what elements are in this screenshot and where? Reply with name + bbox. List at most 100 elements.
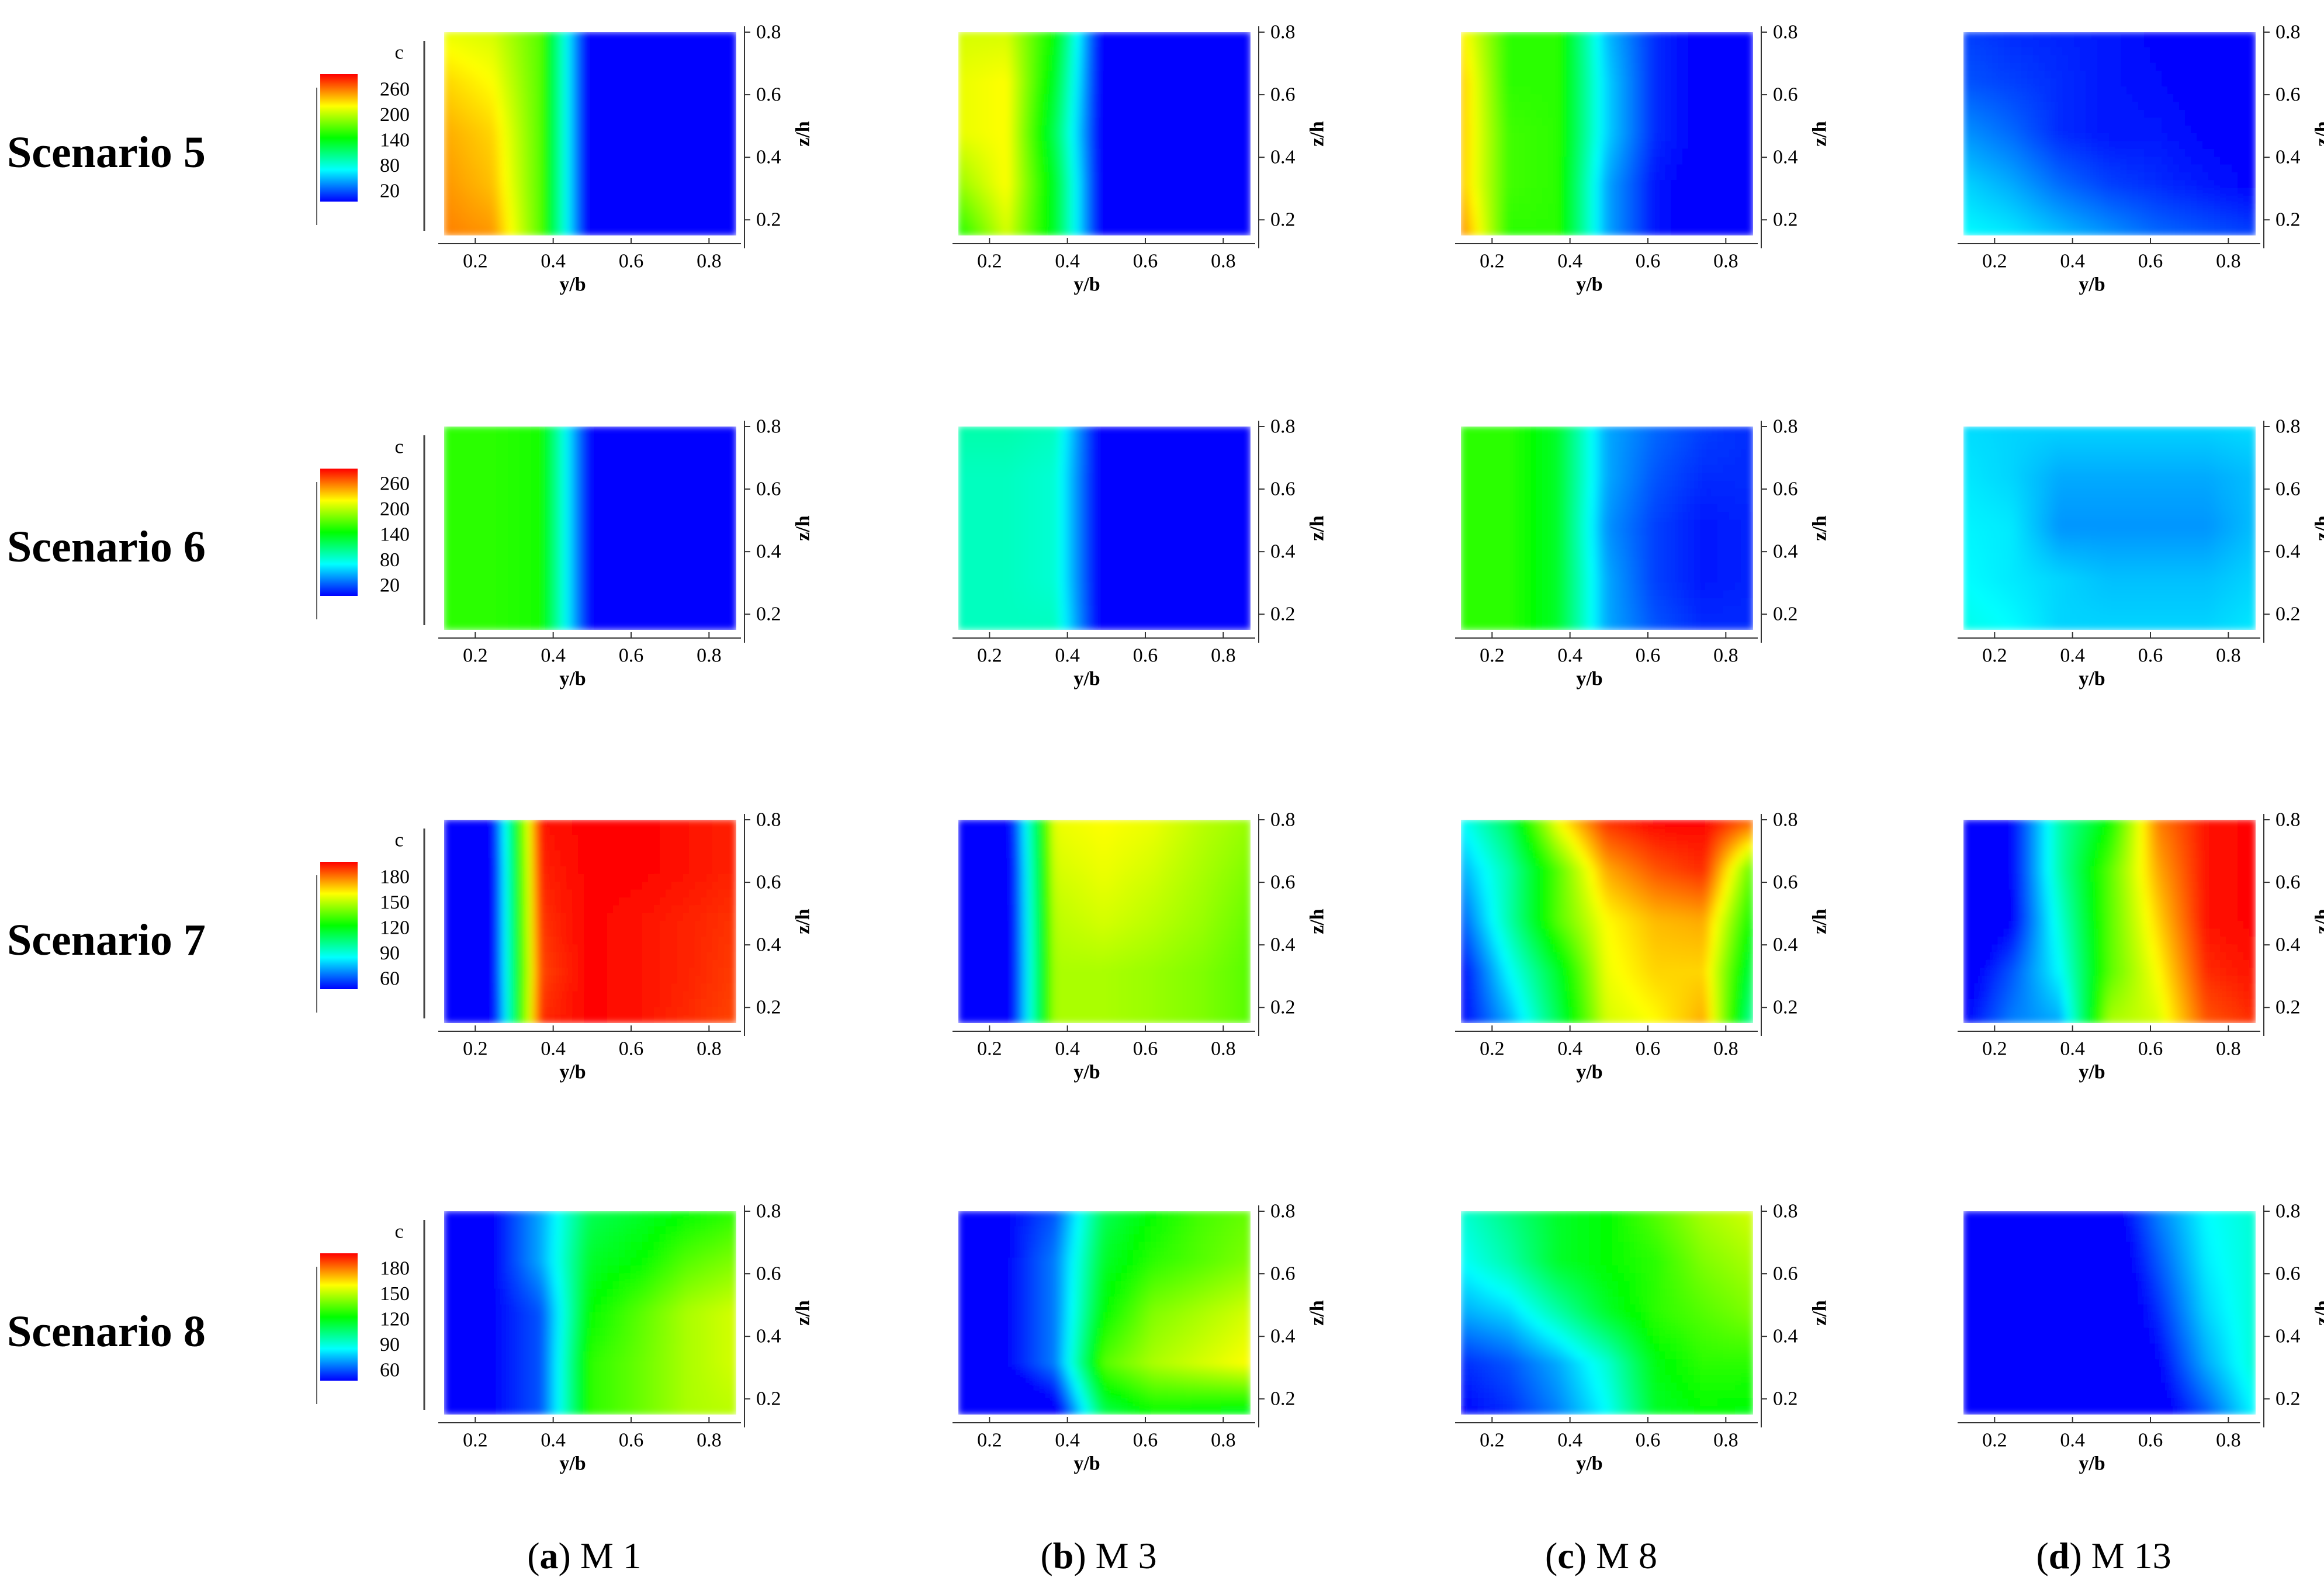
heatmap-cell bbox=[1490, 47, 1497, 57]
heatmap-cell bbox=[2010, 180, 2017, 189]
heatmap-cell bbox=[625, 39, 632, 48]
heatmap-cell bbox=[1986, 148, 1993, 158]
heatmap-cell bbox=[1040, 78, 1047, 88]
heatmap-cell bbox=[1180, 39, 1187, 48]
heatmap-cell bbox=[1530, 70, 1537, 80]
heatmap-cell bbox=[1466, 63, 1473, 72]
heatmap-cell bbox=[1618, 32, 1625, 41]
heatmap-cell bbox=[2126, 47, 2133, 57]
heatmap-cell bbox=[1197, 86, 1204, 96]
heatmap-cell bbox=[964, 63, 971, 72]
heatmap-cell bbox=[2062, 94, 2069, 103]
heatmap-cell bbox=[671, 157, 678, 166]
heatmap-cell bbox=[514, 164, 521, 174]
heatmap-cell bbox=[1162, 55, 1169, 64]
heatmap-cell bbox=[479, 172, 486, 182]
heatmap-cell bbox=[2214, 125, 2221, 134]
heatmap-cell bbox=[490, 102, 497, 111]
axes bbox=[438, 26, 750, 248]
heatmap-cell bbox=[2197, 55, 2204, 64]
heatmap-cell bbox=[1998, 102, 2005, 111]
heatmap-cell bbox=[1016, 148, 1023, 158]
heatmap-cell bbox=[1186, 47, 1193, 57]
heatmap-cell bbox=[1969, 109, 1976, 119]
heatmap-cell bbox=[2097, 109, 2104, 119]
heatmap-cell bbox=[572, 94, 579, 103]
heatmap-cell bbox=[718, 157, 725, 166]
heatmap-cell bbox=[1641, 203, 1648, 213]
heatmap-cell bbox=[625, 211, 632, 221]
heatmap-cell bbox=[2086, 86, 2093, 96]
heatmap-cell bbox=[730, 125, 736, 134]
heatmap-cell bbox=[730, 157, 736, 166]
heatmap-cell bbox=[1980, 117, 1987, 127]
heatmap-cell bbox=[1069, 172, 1076, 182]
heatmap-cell bbox=[1156, 86, 1163, 96]
heatmap-cell bbox=[1028, 141, 1035, 150]
heatmap-cell bbox=[1121, 148, 1128, 158]
heatmap-cell bbox=[2150, 39, 2157, 48]
heatmap-cell bbox=[1735, 47, 1742, 57]
heatmap-cell bbox=[560, 219, 567, 228]
heatmap-cell bbox=[1080, 109, 1087, 119]
heatmap-cell bbox=[1034, 78, 1041, 88]
heatmap-cell bbox=[1010, 133, 1017, 143]
heatmap-cell bbox=[1495, 196, 1502, 205]
heatmap-cell bbox=[2249, 55, 2256, 64]
heatmap-cell bbox=[595, 109, 602, 119]
heatmap-cell bbox=[2033, 133, 2040, 143]
heatmap-cell bbox=[1156, 211, 1163, 221]
heatmap-cell bbox=[1045, 109, 1052, 119]
heatmap-cell bbox=[958, 157, 965, 166]
heatmap-cell bbox=[1186, 148, 1193, 158]
heatmap-cell bbox=[1127, 180, 1134, 189]
heatmap-cell bbox=[572, 196, 579, 205]
heatmap-cell bbox=[701, 157, 708, 166]
heatmap-cell bbox=[1121, 172, 1128, 182]
heatmap-cell bbox=[1998, 148, 2005, 158]
heatmap-cell bbox=[1490, 219, 1497, 228]
heatmap-cell bbox=[1566, 141, 1573, 150]
heatmap-cell bbox=[2126, 63, 2133, 72]
heatmap-cell bbox=[1104, 196, 1111, 205]
heatmap-cell bbox=[1583, 78, 1590, 88]
heatmap-cell bbox=[730, 109, 736, 119]
heatmap-cell bbox=[1507, 94, 1514, 103]
heatmap-cell bbox=[1484, 219, 1491, 228]
heatmap-cell bbox=[549, 63, 556, 72]
heatmap-cell bbox=[1005, 164, 1012, 174]
heatmap-cell bbox=[712, 227, 719, 235]
heatmap-cell bbox=[1688, 164, 1695, 174]
heatmap-cell bbox=[1986, 157, 1993, 166]
heatmap-cell bbox=[1232, 63, 1239, 72]
heatmap-cell bbox=[2243, 39, 2250, 48]
heatmap-cell bbox=[449, 196, 456, 205]
heatmap-cell bbox=[636, 78, 643, 88]
heatmap-cell bbox=[619, 203, 626, 213]
heatmap-cell bbox=[537, 219, 544, 228]
heatmap-cell bbox=[1975, 141, 1982, 150]
heatmap-cell bbox=[1741, 70, 1748, 80]
heatmap-cell bbox=[958, 55, 965, 64]
heatmap-cell bbox=[444, 180, 451, 189]
heatmap-cell bbox=[683, 148, 690, 158]
heatmap-cell bbox=[2243, 102, 2250, 111]
heatmap-cell bbox=[636, 133, 643, 143]
heatmap-cell bbox=[508, 133, 515, 143]
heatmap-cell bbox=[525, 102, 532, 111]
heatmap-cell bbox=[969, 133, 976, 143]
heatmap-cell bbox=[2051, 141, 2058, 150]
heatmap-cell bbox=[695, 86, 702, 96]
heatmap-cell bbox=[1747, 78, 1753, 88]
heatmap-cell bbox=[1519, 164, 1526, 174]
heatmap-cell bbox=[1086, 188, 1093, 197]
heatmap-cell bbox=[2068, 94, 2075, 103]
heatmap-cell bbox=[2068, 86, 2075, 96]
heatmap-cell bbox=[1466, 32, 1473, 41]
heatmap-cell bbox=[2086, 109, 2093, 119]
heatmap-cell bbox=[2051, 148, 2058, 158]
heatmap-cell bbox=[1221, 86, 1228, 96]
heatmap-cell bbox=[2021, 109, 2028, 119]
heatmap-cell bbox=[1624, 94, 1631, 103]
heatmap-cell bbox=[1998, 117, 2005, 127]
